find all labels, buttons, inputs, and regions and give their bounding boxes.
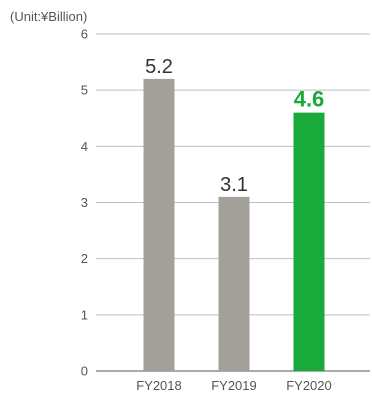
y-tick-label: 0 [81,364,88,379]
x-category-label: FY2018 [136,378,182,393]
data-label: 3.1 [220,174,248,196]
unit-label: (Unit:¥Billion) [10,9,87,24]
y-tick-label: 5 [81,83,88,98]
y-tick-label: 3 [81,195,88,210]
data-label: 4.6 [294,87,325,112]
bar-fy2020 [293,112,325,371]
data-labels: 5.2 3.1 4.6 [145,56,324,196]
bars [143,78,325,371]
y-tick-label: 4 [81,139,88,154]
y-tick-label: 2 [81,251,88,266]
x-category-label: FY2020 [286,378,332,393]
data-label: 5.2 [145,56,173,78]
bar-fy2019 [218,196,250,371]
x-axis-categories: FY2018 FY2019 FY2020 [136,378,332,393]
x-category-label: FY2019 [211,378,257,393]
bar-fy2018 [143,78,175,371]
y-tick-label: 1 [81,307,88,322]
y-tick-label: 6 [81,27,88,42]
y-axis-ticks: 0 1 2 3 4 5 6 [81,27,88,379]
